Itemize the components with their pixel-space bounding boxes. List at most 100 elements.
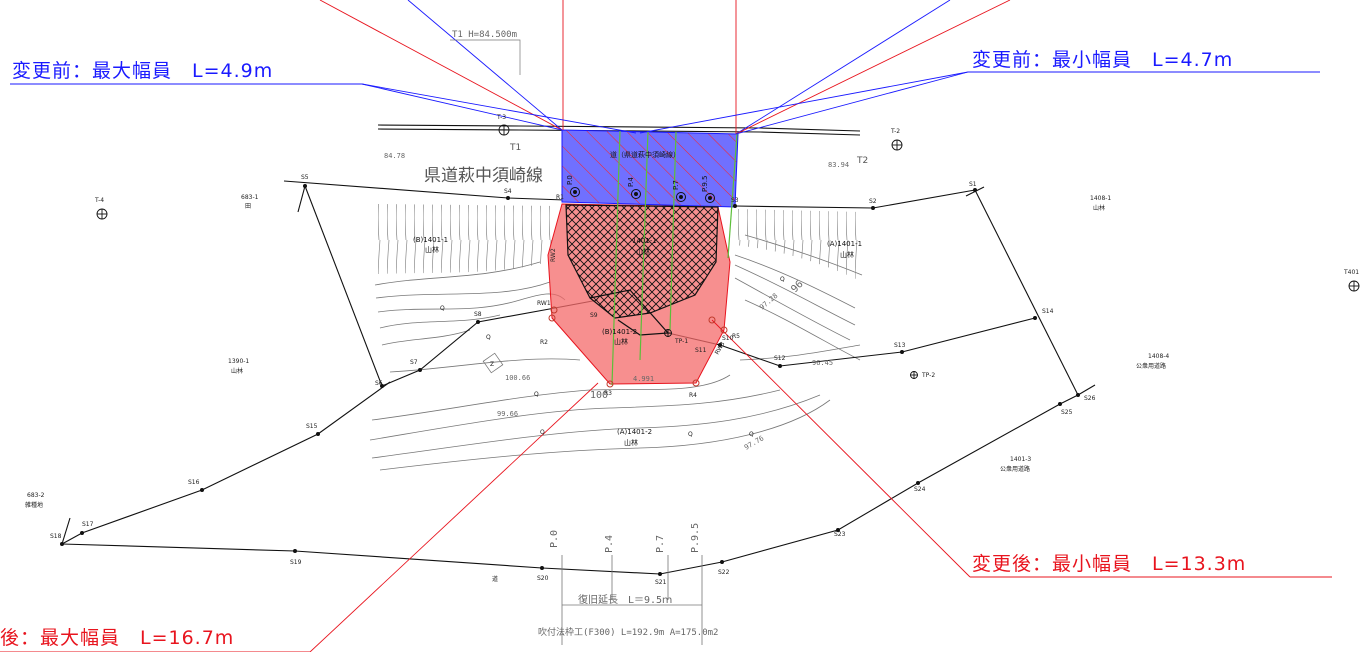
parcel-number: 1390-1: [228, 358, 249, 365]
vegetation-symbol: Q: [486, 334, 491, 341]
station-lines: [611, 130, 738, 386]
slope-hatching: [378, 204, 860, 280]
vegetation-symbol: Q: [688, 431, 693, 438]
point-label: S1: [969, 181, 977, 188]
point-label: S23: [834, 531, 846, 538]
bottom-station-label: P.7: [655, 535, 666, 553]
parcel-number: 683-2: [27, 492, 45, 499]
parcel-number: (B)1401-1: [413, 236, 448, 244]
elevation-label: 97.28: [758, 292, 779, 312]
marker-box-label: Z: [490, 361, 494, 368]
elevation-label: 97.76: [743, 434, 765, 451]
station-label: P.7: [672, 180, 680, 190]
point-label: S26: [1084, 395, 1096, 402]
benchmark-t2-label: T-2: [890, 128, 900, 135]
parcel-use: 雑種地: [25, 501, 43, 509]
point-label: RW1: [537, 300, 551, 307]
annotation-after-max-width: 後：最大幅員 L=16.7m: [0, 627, 234, 649]
elevation-label: 96.45: [812, 359, 833, 367]
station-label: P.0: [566, 175, 574, 185]
point-label: R1: [556, 194, 564, 201]
parcel-use: 山林: [840, 250, 854, 259]
vegetation-symbol: Q: [534, 391, 539, 398]
parcel-number: (A)1401-1: [827, 240, 862, 248]
benchmark-t4: T-4: [94, 197, 104, 204]
boundary-point-dots: [60, 184, 1080, 576]
red-corner-markers: [548, 306, 728, 388]
parcel-number: 1401-1: [632, 237, 657, 245]
benchmark-tp2: TP-2: [921, 372, 935, 379]
point-label: S15: [306, 423, 318, 430]
before-change-area: [561, 129, 739, 208]
point-label: S18: [50, 533, 62, 540]
crosshatch-structure: [565, 204, 719, 336]
elevation-label: 4.991: [633, 375, 654, 383]
benchmark-t401: T401: [1343, 269, 1359, 276]
parcel-use: 山林: [1093, 204, 1105, 212]
point-label: S5: [301, 174, 309, 181]
parcel-number: (B)1401-2: [602, 328, 637, 336]
point-label: S19: [290, 559, 302, 566]
parcel-number: 1408-1: [1090, 195, 1111, 202]
point-label: S13: [894, 342, 906, 349]
parcel-use: 山林: [425, 245, 439, 254]
point-label: R4: [689, 392, 697, 399]
annotation-before-min-width: 変更前：最小幅員 L=4.7m: [972, 49, 1233, 71]
spray-frame-work-label: 吹付法枠工(F300) L=192.9m A=175.0m2: [538, 626, 718, 638]
parcel-number: (A)1401-2: [617, 428, 652, 436]
elevation-label: 100: [590, 390, 608, 401]
bottom-station-label: P.9.5: [690, 523, 701, 553]
parcel-use: 山林: [636, 247, 650, 256]
vegetation-symbol: Q: [440, 305, 445, 312]
vegetation-symbol: Q: [749, 431, 754, 438]
point-label: S17: [82, 521, 94, 528]
bottom-station-ticks: [561, 555, 703, 645]
point-label: S20: [537, 575, 549, 582]
point-label: S4: [504, 188, 512, 195]
elevation-label: 99.66: [497, 410, 518, 418]
bottom-station-label: P.0: [549, 530, 560, 548]
bottom-station-label: P.4: [604, 535, 615, 553]
elevation-label: 83.94: [828, 161, 849, 169]
annotation-after-min-width: 変更後：最小幅員 L=13.3m: [972, 553, 1246, 575]
point-label: S14: [1042, 308, 1054, 315]
point-label: S21: [655, 579, 667, 586]
vegetation-symbol: Q: [780, 276, 785, 283]
point-label: RW2: [550, 248, 557, 262]
point-label: R5: [732, 333, 740, 340]
point-label: S16: [188, 479, 200, 486]
parcel-use: 山林: [614, 337, 628, 346]
elevation-label: 84.78: [384, 152, 405, 160]
annotation-before-max-width: 変更前：最大幅員 L=4.9m: [12, 60, 273, 82]
parcel-use: 山林: [231, 367, 243, 375]
vegetation-symbol: Q: [540, 429, 545, 436]
point-label: R3: [604, 390, 612, 397]
benchmark-markers: [96, 124, 1360, 379]
parcel-use: 公衆用道路: [1000, 465, 1030, 473]
contour-lines: [369, 234, 863, 471]
benchmark-t1: T1: [509, 143, 521, 153]
parcel-number: 1401-3: [1010, 456, 1031, 463]
benchmark-t2: T2: [856, 156, 868, 166]
point-label: S24: [914, 486, 926, 493]
point-label: R2: [540, 339, 548, 346]
point-label: S11: [695, 347, 707, 354]
benchmark-tp1: TP-1: [674, 338, 688, 345]
parcel-use: 道: [492, 575, 498, 583]
point-label: S7: [410, 359, 418, 366]
parcel-number: 1408-4: [1148, 353, 1169, 360]
point-label: S6: [375, 380, 383, 387]
station-label: P.4: [627, 177, 635, 187]
parcel-use: 田: [245, 203, 251, 210]
leader-lines: [10, 0, 1332, 652]
road-name-label: 県道萩中須崎線: [424, 166, 543, 186]
point-label: S3: [731, 197, 739, 204]
elevation-label: 100.66: [505, 374, 530, 382]
road-area-label: 道（県道萩中須崎線）: [610, 150, 680, 159]
top-height-note: T1 H=84.500m: [452, 30, 517, 40]
point-label: S12: [774, 355, 786, 362]
point-label: S8: [474, 311, 482, 318]
point-label: S22: [718, 569, 730, 576]
station-label: P.9.5: [701, 176, 709, 193]
